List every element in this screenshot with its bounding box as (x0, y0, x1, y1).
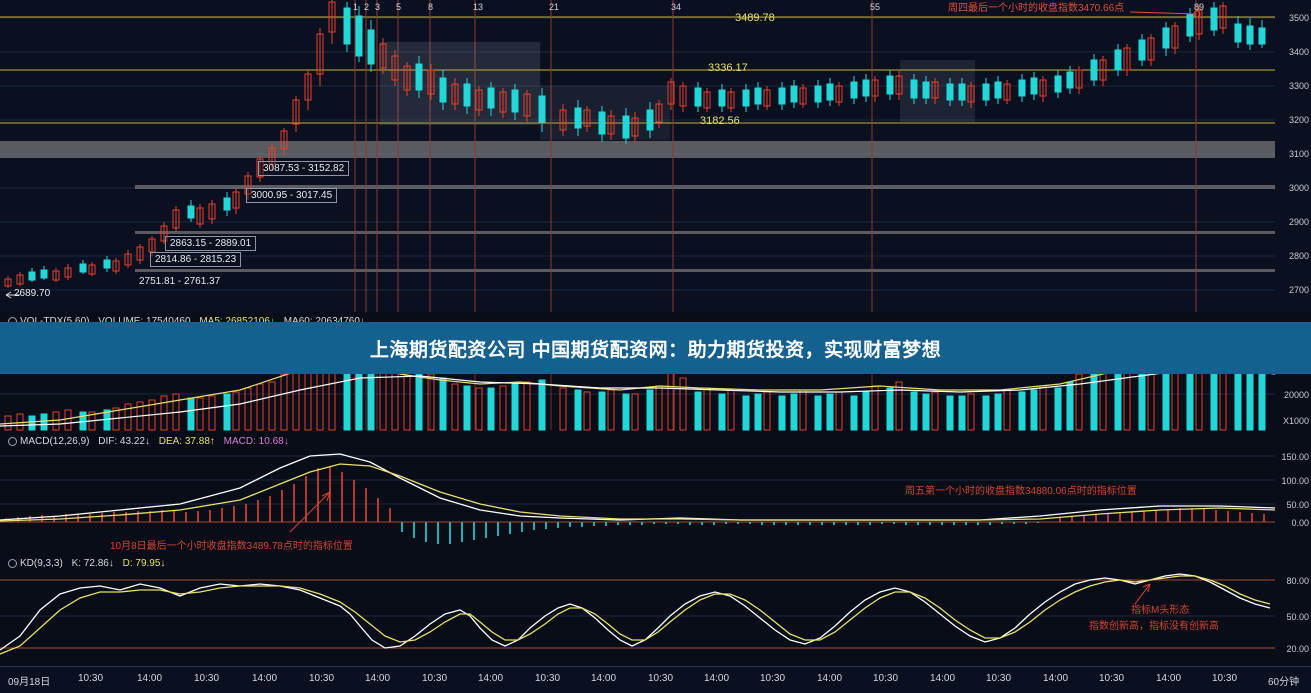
segment-number-13: 13 (473, 2, 484, 12)
price-axis-tick: 2900 (1288, 217, 1309, 227)
segment-number-8: 8 (428, 2, 434, 12)
volume-axis-unit: X1000 (1282, 416, 1309, 426)
volume-ma5-line (0, 357, 1276, 425)
annotation-thursday-close: 周四最后一个小时的收盘指数3470.66点 (948, 3, 1125, 14)
kd-axis: 80.00 50.00 20.00 (1275, 554, 1311, 666)
time-axis-label: 14:00 (704, 673, 730, 684)
kd-header: KD(9,3,3) K: 72.86↓ D: 79.95↓ (8, 559, 165, 569)
gap-zone-box-2: 3000.95 - 3017.45 (246, 188, 338, 203)
macd-axis-tick: 0.00 (1291, 518, 1309, 528)
price-axis-tick: 2700 (1288, 285, 1309, 295)
time-axis-label: 14:00 (252, 673, 278, 684)
kd-panel[interactable]: KD(9,3,3) K: 72.86↓ D: 79.95↓ 指标M头形态 指数创… (0, 554, 1311, 666)
kd-axis-tick: 50.00 (1286, 612, 1309, 622)
segment-number-3: 3 (375, 2, 381, 12)
time-axis-label: 10:30 (194, 673, 220, 684)
segment-number-55: 55 (870, 2, 881, 12)
time-axis: 09月18日 10:30 14:00 10:30 14:00 10:30 14:… (0, 666, 1311, 693)
time-axis-label: 14:00 (1043, 673, 1069, 684)
gap-zone-box-4: 2814.86 - 2815.23 (150, 252, 242, 267)
price-axis-tick: 3000 (1288, 183, 1309, 193)
time-axis-label: 10:30 (422, 673, 448, 684)
time-axis-label: 10:30 (648, 673, 674, 684)
price-axis: 3500 3400 3300 3200 3100 3000 2900 2800 … (1275, 0, 1311, 312)
price-axis-tick: 3400 (1288, 47, 1309, 57)
price-level-1: 3489.78 (735, 12, 775, 24)
price-axis-tick: 3300 (1288, 81, 1309, 91)
promo-banner-text: 上海期货配资公司 中国期货配资网：助力期货投资，实现财富梦想 (369, 339, 942, 361)
volume-ma60-line (0, 367, 1276, 427)
collapse-icon[interactable] (8, 559, 17, 568)
segment-number-5: 5 (396, 2, 402, 12)
gap-zone-box-3: 2863.15 - 2889.01 (165, 236, 257, 251)
annotation-friday-first-hour: 周五第一个小时的收盘指数34880.06点时的指标位置 (905, 486, 1137, 497)
macd-dea-line (0, 463, 1276, 522)
time-axis-label: 10:30 (760, 673, 786, 684)
macd-axis-tick: 150.00 (1281, 452, 1309, 462)
time-axis-label: 10:30 (535, 673, 561, 684)
segment-number-34: 34 (671, 2, 682, 12)
macd-dif-line (0, 453, 1276, 521)
volume-axis-tick: 20000 (1283, 390, 1309, 400)
time-axis-label: 09月18日 (8, 677, 51, 688)
macd-axis-tick: 50.00 (1286, 500, 1309, 510)
segment-number-89: 89 (1194, 2, 1205, 12)
volume-indicator-title: VOL-TDX(5,60) (20, 316, 89, 327)
kd-k-line (0, 573, 1271, 651)
time-axis-label: 14:00 (478, 673, 504, 684)
price-axis-tick: 3100 (1288, 149, 1309, 159)
volume-ma60: MA60: 20634760↓ (284, 316, 365, 327)
macd-header: MACD(12,26,9) DIF: 43.22↓ DEA: 37.88↑ MA… (8, 437, 289, 447)
gap-zone-box-1: 3087.53 - 3152.82 (258, 161, 350, 176)
macd-axis-tick: 100.00 (1281, 476, 1309, 486)
macd-axis: 150.00 100.00 50.00 0.00 (1275, 432, 1311, 554)
time-axis-label: 10:30 (309, 673, 335, 684)
price-level-2: 3336.17 (708, 62, 748, 74)
kd-d-value: D: 79.95↓ (122, 558, 166, 570)
volume-ma5: MA5: 26852106↓ (199, 316, 275, 327)
time-axis-label: 10:30 (1099, 673, 1125, 684)
annotation-oct8-close: 10月8日最后一个小时收盘指数3489.78点时的指标位置 (110, 541, 353, 552)
left-start-marker: 2689.70 (14, 288, 51, 299)
collapse-icon[interactable] (8, 437, 17, 446)
time-axis-label: 10:30 (986, 673, 1012, 684)
time-axis-label: 10:30 (78, 673, 104, 684)
time-axis-label: 14:00 (930, 673, 956, 684)
price-axis-tick: 2800 (1288, 251, 1309, 261)
promo-banner: 上海期货配资公司 中国期货配资网：助力期货投资，实现财富梦想 (0, 322, 1311, 374)
macd-indicator-title: MACD(12,26,9) (20, 436, 90, 448)
gap-zone-box-5: 2751.81 - 2761.37 (139, 276, 221, 287)
annotation-divergence: 指数创新高，指标没有创新高 (1089, 621, 1219, 632)
macd-dif: DIF: 43.22↓ (98, 436, 150, 448)
time-axis-label: 14:00 (817, 673, 843, 684)
kd-axis-tick: 20.00 (1286, 644, 1309, 654)
macd-value: MACD: 10.68↓ (223, 436, 289, 448)
kd-indicator-title: KD(9,3,3) (20, 558, 63, 570)
annotation-m-top-pattern: 指标M头形态 (1131, 605, 1190, 616)
macd-dea: DEA: 37.88↑ (158, 436, 215, 448)
time-axis-label: 14:00 (137, 673, 163, 684)
time-axis-period: 60分钟 (1268, 677, 1300, 688)
price-level-3: 3182.56 (700, 115, 740, 127)
time-axis-label: 10:30 (1212, 673, 1238, 684)
kd-k-value: K: 72.86↓ (71, 558, 114, 570)
time-axis-label: 10:30 (873, 673, 899, 684)
time-axis-label: 14:00 (365, 673, 391, 684)
kd-d-line (0, 575, 1271, 655)
price-panel[interactable]: 3489.78 3336.17 3182.56 3087.53 - 3152.8… (0, 0, 1311, 312)
segment-number-1: 1 (353, 2, 359, 12)
time-axis-label: 14:00 (1156, 673, 1182, 684)
time-axis-label: 14:00 (591, 673, 617, 684)
kd-axis-tick: 80.00 (1286, 576, 1309, 586)
price-axis-tick: 3200 (1288, 115, 1309, 125)
segment-number-21: 21 (549, 2, 560, 12)
segment-number-2: 2 (364, 2, 370, 12)
macd-panel[interactable]: MACD(12,26,9) DIF: 43.22↓ DEA: 37.88↑ MA… (0, 432, 1311, 554)
volume-value: VOLUME: 17540460 (98, 316, 190, 327)
price-axis-tick: 3500 (1288, 13, 1309, 23)
